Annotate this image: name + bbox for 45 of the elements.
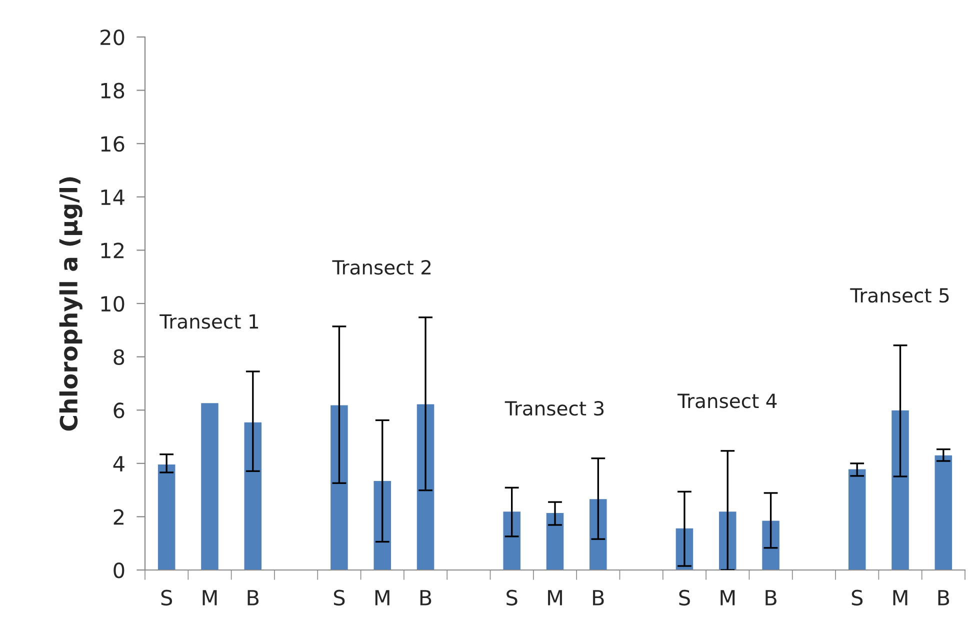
x-tick-label: S [161,590,172,606]
bar [934,455,952,570]
x-tick-label: B [420,590,432,606]
x-tick-label: M [375,590,390,606]
y-tick-label: 4 [113,456,124,472]
bar [546,512,564,570]
bar [201,403,218,570]
x-tick-label: B [938,590,950,606]
y-tick-label: 14 [101,190,124,205]
x-tick-label: B [593,590,604,606]
y-tick-label: 0 [114,562,124,578]
y-tick-label: 10 [101,296,124,312]
x-tick-label: S [334,590,345,606]
annotation: Transect 1 [160,314,258,329]
annotation: Transect 3 [504,400,604,416]
x-tick-label: M [202,590,217,606]
y-tick-label: 12 [101,242,124,258]
y-axis-title: Chlorophyll a (µg/l) [59,177,82,431]
annotation: Transect 2 [332,260,431,275]
y-tick-label: 20 [100,29,124,46]
x-tick-label: S [852,590,863,606]
x-tick-label: M [893,590,908,606]
bar [244,422,262,570]
x-tick-label: B [248,590,259,606]
bar [892,410,909,570]
bar [503,512,520,570]
annotation: Transect 5 [850,288,949,303]
annotation: Transect 4 [677,394,777,408]
bar [374,480,391,570]
bar [762,520,780,570]
bar [590,499,607,570]
x-tick-label: M [720,590,735,606]
bar [158,464,176,570]
x-tick-label: B [766,590,776,606]
y-tick-label: 2 [114,509,124,525]
x-tick-label: S [506,590,518,606]
bar [330,405,348,570]
x-tick-label: S [679,590,690,606]
bar [848,469,866,570]
bar [416,404,434,570]
y-tick-label: 18 [101,82,124,99]
x-tick-label: M [548,590,562,606]
y-tick-label: 8 [114,349,124,366]
y-tick-label: 6 [114,402,124,418]
y-tick-label: 16 [101,136,124,152]
